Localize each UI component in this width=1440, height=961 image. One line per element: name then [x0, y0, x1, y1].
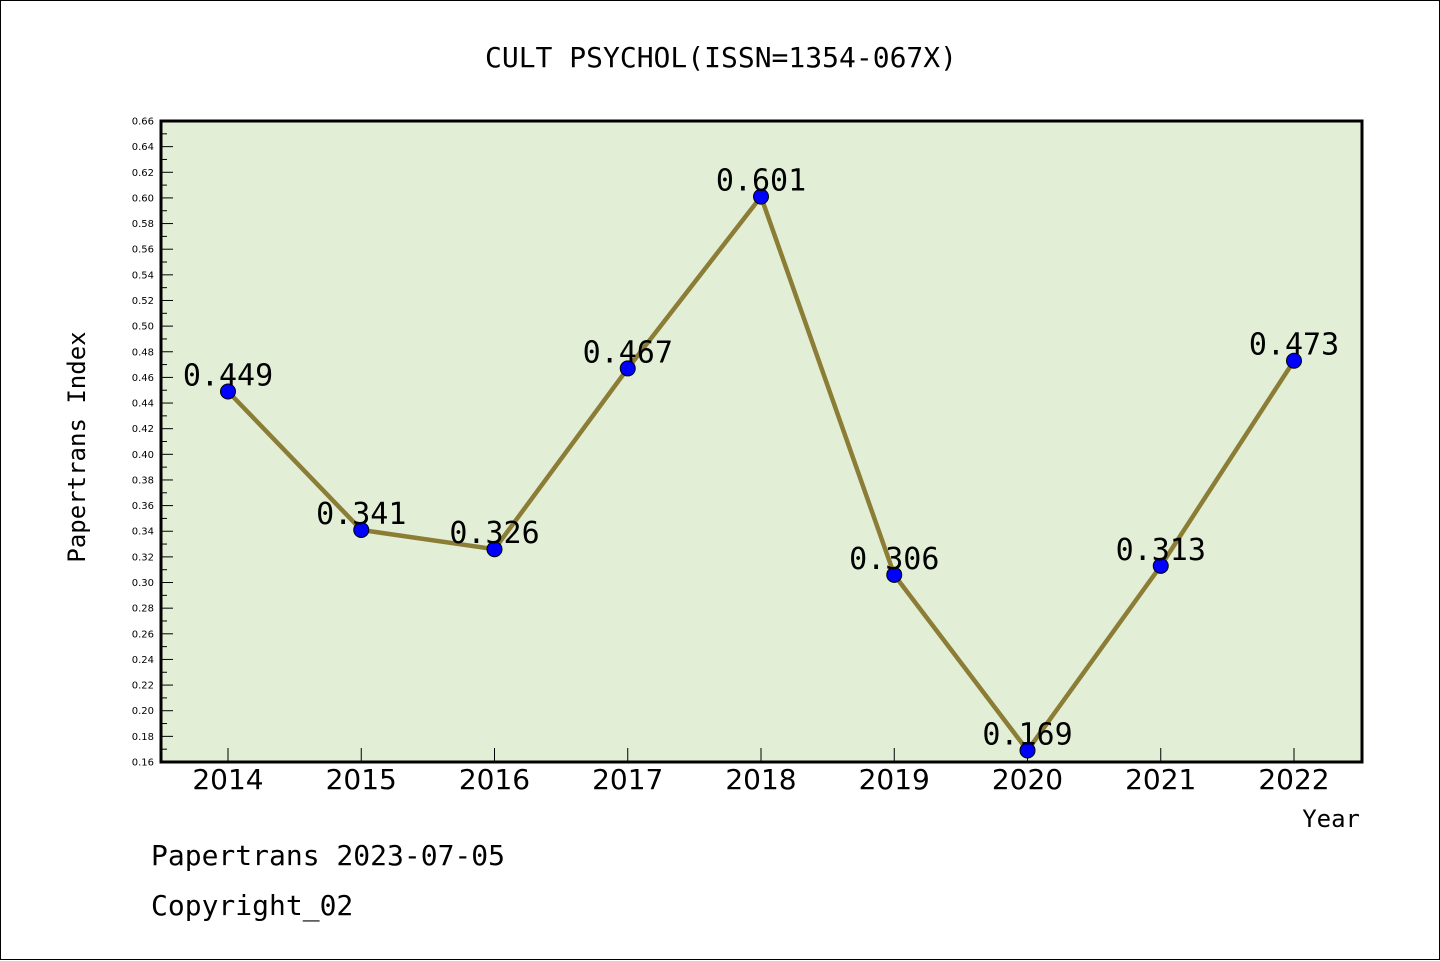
x-axis: 2014 2015 2016 2017 2018 2019 2020 2021 2022 [192, 748, 1330, 796]
data-label: 0.313 [1116, 533, 1206, 568]
data-point [353, 521, 370, 538]
x-tick-label: 2020 [992, 763, 1063, 796]
x-tick-label: 2015 [326, 763, 397, 796]
x-axis-label: Year [1302, 805, 1360, 833]
y-tick-label: 0.50 [132, 322, 154, 333]
y-tick-label: 0.60 [132, 193, 154, 204]
y-tick-label: 0.26 [132, 629, 154, 640]
y-tick-label: 0.38 [132, 475, 154, 486]
data-label: 0.467 [583, 335, 673, 370]
x-tick-label: 2014 [192, 763, 263, 796]
y-tick-label: 0.56 [132, 245, 154, 256]
y-tick-label: 0.20 [132, 706, 154, 717]
x-tick-label: 2018 [725, 763, 796, 796]
data-label: 0.601 [716, 164, 806, 199]
data-label: 0.473 [1249, 328, 1339, 363]
data-point [886, 566, 903, 583]
plot-border [159, 119, 1364, 764]
x-tick-label: 2019 [859, 763, 930, 796]
y-tick-label: 0.46 [132, 373, 154, 384]
y-tick-label: 0.34 [132, 527, 154, 538]
y-tick-label: 0.16 [132, 758, 154, 769]
chart-title: CULT PSYCHOL(ISSN=1354-067X) [485, 41, 957, 74]
x-tick-label: 2016 [459, 763, 530, 796]
data-point [220, 383, 236, 400]
x-tick-label: 2022 [1258, 763, 1329, 796]
y-tick-label: 0.40 [132, 450, 154, 461]
data-point [619, 360, 636, 377]
data-label: 0.169 [982, 717, 1072, 752]
y-axis-label: Papertrans Index [63, 331, 91, 562]
plot-area [161, 121, 1362, 762]
data-point [1019, 742, 1036, 759]
y-tick-label: 0.42 [132, 424, 154, 435]
x-tick-label: 2017 [592, 763, 663, 796]
footer-copyright: Copyright_02 [151, 889, 353, 923]
data-label: 0.306 [849, 542, 939, 577]
data-point [1152, 557, 1169, 574]
y-tick-label: 0.64 [132, 142, 154, 153]
data-label: 0.326 [449, 516, 539, 551]
y-tick-label: 0.32 [132, 552, 154, 563]
y-tick-label: 0.48 [132, 347, 154, 358]
y-tick-label: 0.66 [132, 117, 154, 128]
x-tick-label: 2021 [1125, 763, 1196, 796]
y-tick-label: 0.58 [132, 219, 154, 230]
data-point [1286, 352, 1302, 369]
data-series: 0.449 0.341 0.326 0.467 0.601 0.306 0.169 0.313… [183, 164, 1339, 759]
y-tick-label: 0.44 [132, 399, 154, 410]
y-tick-label: 0.22 [132, 681, 154, 692]
y-tick-label: 0.36 [132, 501, 154, 512]
y-tick-label: 0.24 [132, 655, 154, 666]
y-axis: 0.16 0.18 0.20 0.22 0.24 0.26 0.28 0.30 0.32 0.34… [132, 117, 173, 769]
y-tick-label: 0.18 [132, 732, 154, 743]
y-tick-label: 0.62 [132, 168, 154, 179]
y-tick-label: 0.28 [132, 604, 154, 615]
y-tick-label: 0.54 [132, 270, 154, 281]
footer-date: Papertrans 2023-07-05 [151, 839, 505, 872]
data-label: 0.341 [316, 497, 406, 532]
y-tick-label: 0.52 [132, 296, 154, 307]
data-label: 0.449 [183, 359, 273, 394]
data-point [486, 541, 503, 558]
data-point [753, 188, 769, 205]
y-tick-label: 0.30 [132, 578, 154, 589]
